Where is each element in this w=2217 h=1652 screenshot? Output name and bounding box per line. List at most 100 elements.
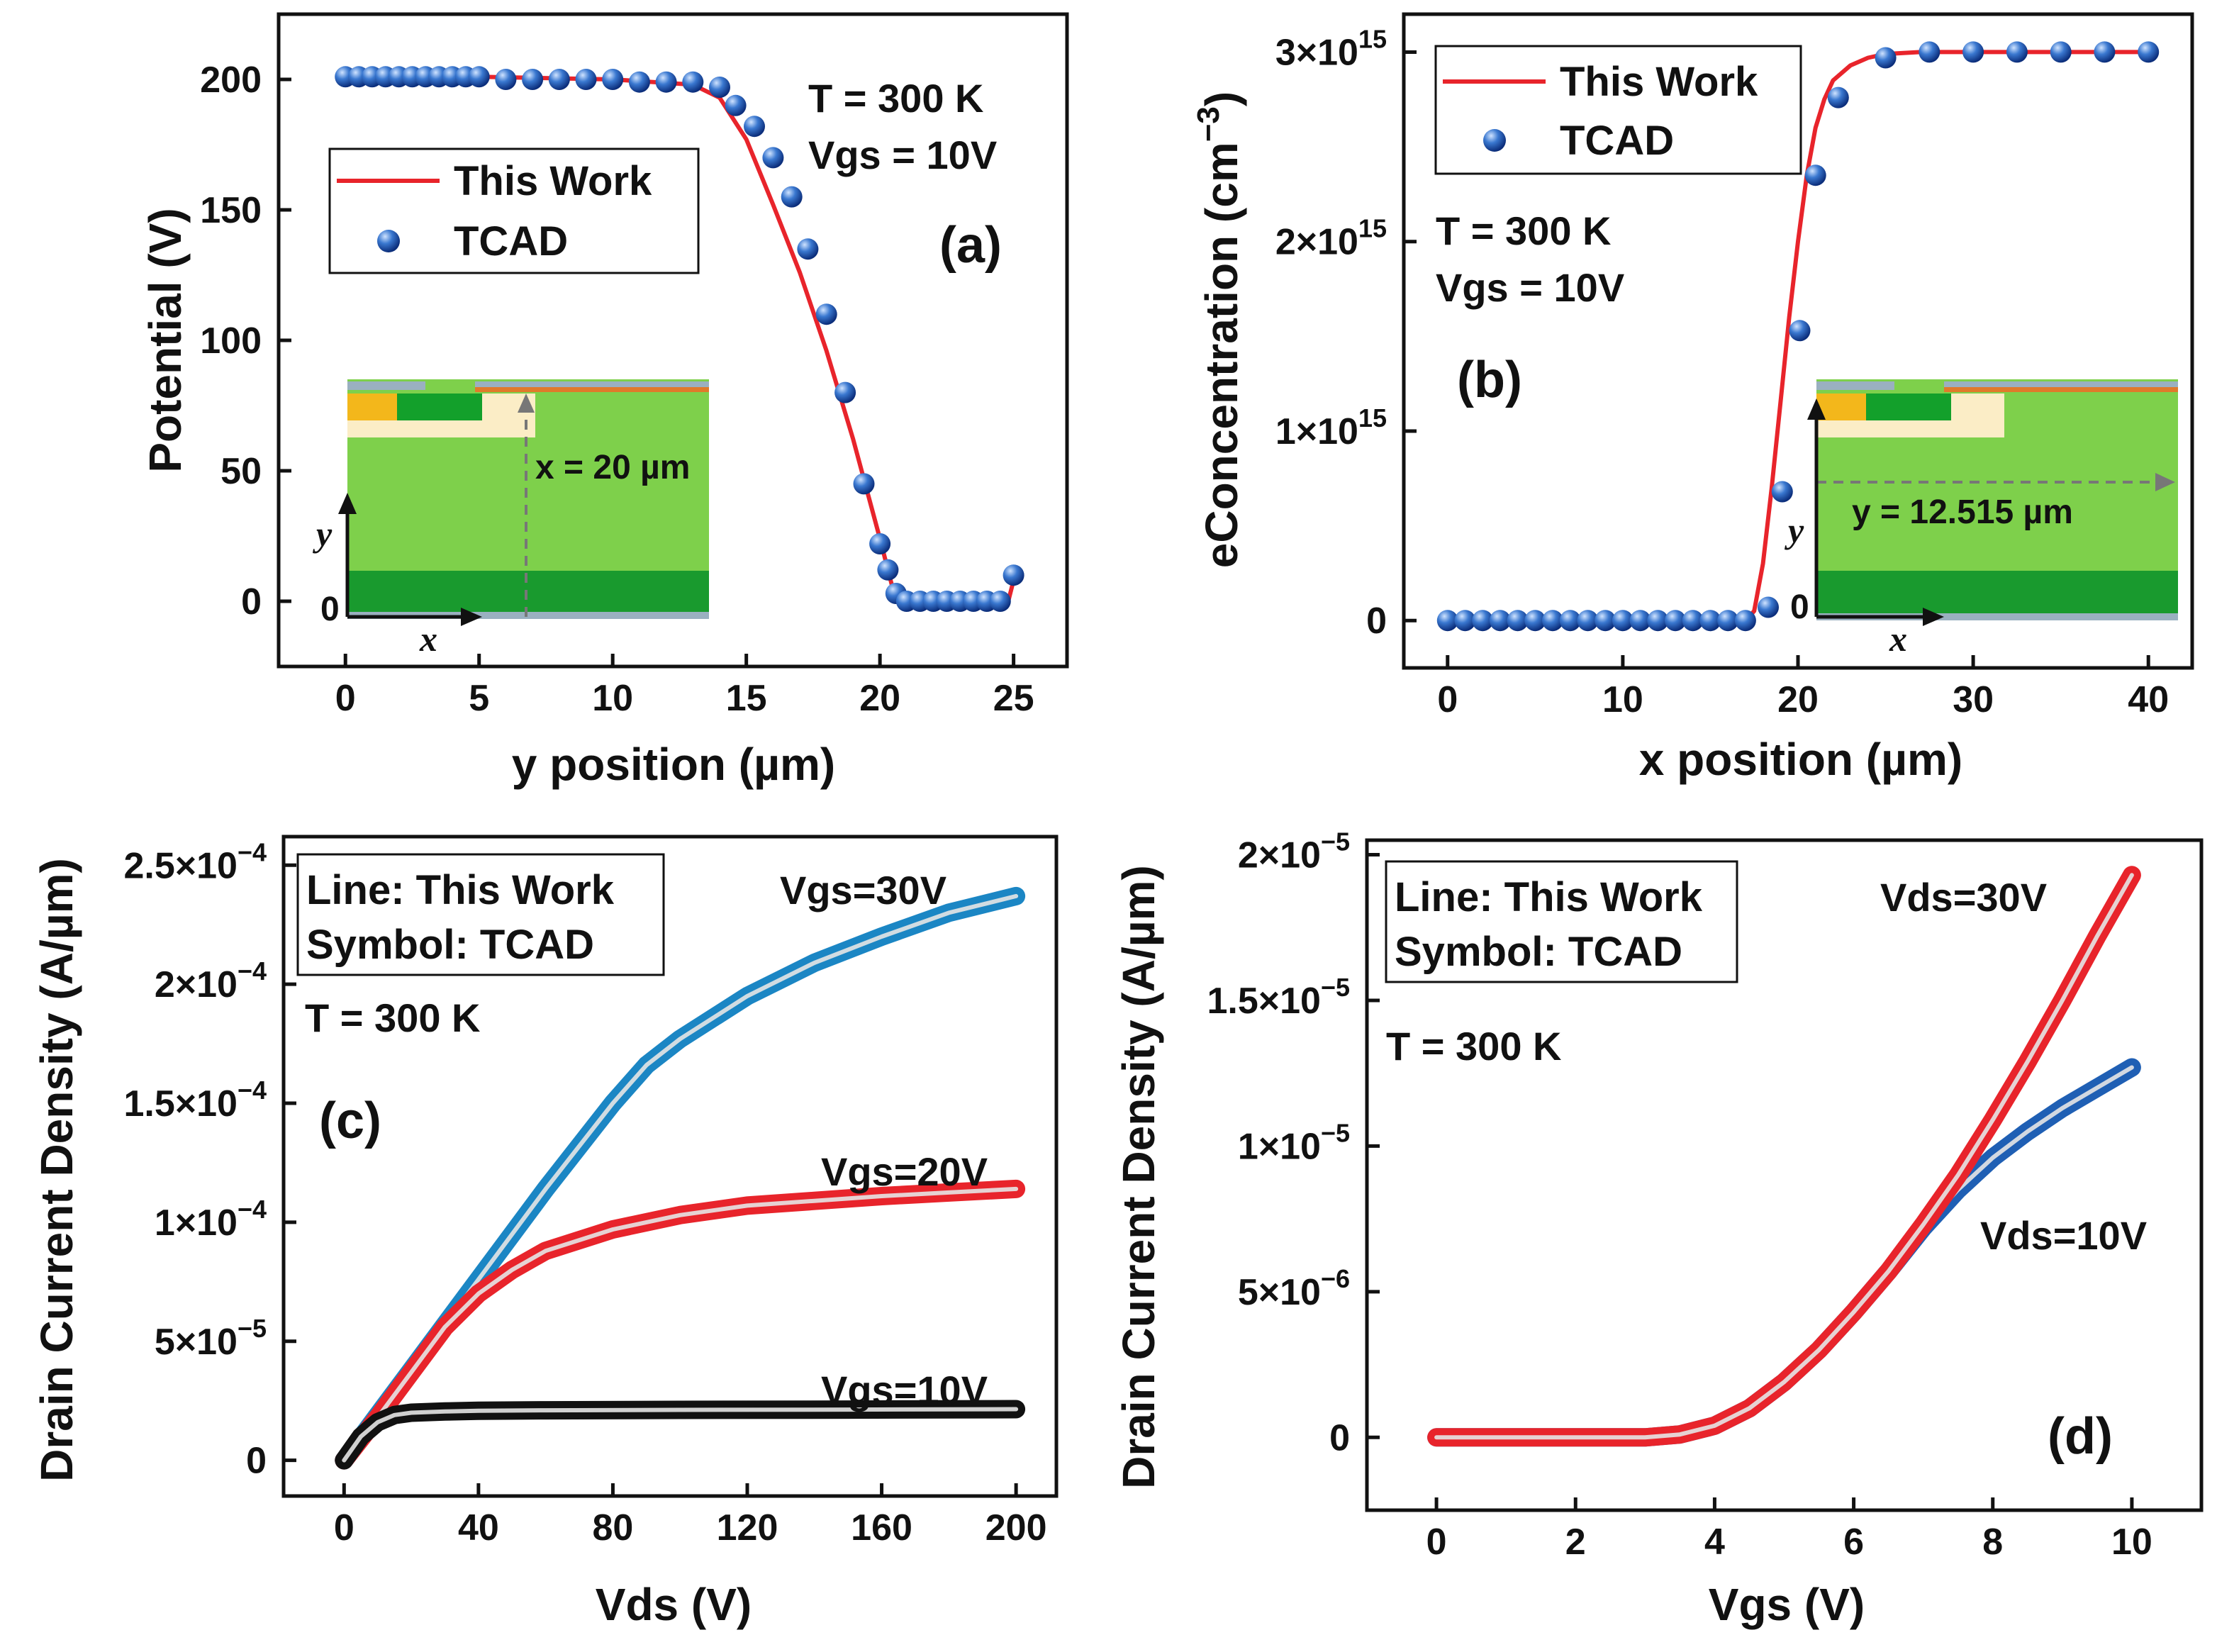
plot-a-temp: T = 300 K xyxy=(808,76,983,121)
inset-a-origin: 0 xyxy=(320,591,340,628)
plot-a-vgs: Vgs = 10V xyxy=(808,133,997,177)
plot-c-legend-line-text: Line: This Work xyxy=(306,867,615,913)
plot-b-xtick-label: 30 xyxy=(1953,679,1994,720)
inset-a-contact-region xyxy=(347,394,397,420)
inset-a-gate-oxide xyxy=(475,387,709,392)
inset-b-y-label: y xyxy=(1785,510,1804,550)
inset-b-x-arrow xyxy=(1923,608,1944,626)
plot-a-tcad-point xyxy=(877,559,899,581)
plot-b-tcad-point xyxy=(2050,41,2072,63)
plot-a-inset-device: y x 0 x = 20 µm xyxy=(313,379,709,659)
svg-text:eConcentration (cm−3): eConcentration (cm−3) xyxy=(1191,91,1247,568)
plot-a-tcad-point xyxy=(575,69,597,90)
plot-d-ylabel: Drain Current Density (A/µm) xyxy=(1113,865,1164,1489)
plot-a-ytick-label: 50 xyxy=(220,451,262,492)
inset-b-cutline-arrow xyxy=(2155,473,2175,491)
plot-c-panel-label: (c) xyxy=(319,1093,381,1149)
plot-b-temp: T = 300 K xyxy=(1436,208,1611,253)
plot-c-ytick-label: 2×10−4 xyxy=(155,956,267,1005)
plot-a-ylabel: Potential (V) xyxy=(140,208,191,472)
plot-b-legend-marker xyxy=(1483,129,1506,152)
plot-b-xlabel: x position (µm) xyxy=(1639,734,1962,785)
plot-c-xtick-label: 80 xyxy=(593,1507,634,1548)
inset-a-y-arrow xyxy=(338,493,357,514)
plot-b-legend: This Work TCAD xyxy=(1434,45,1802,175)
plot-b-tcad-point xyxy=(2006,41,2028,63)
plot-a-tcad-point xyxy=(709,77,730,98)
plot-a-legend-box xyxy=(328,147,700,274)
plot-b-tcad-point xyxy=(1629,610,1651,632)
plot-b-inset-device: y x 0 y = 12.515 µm xyxy=(1785,379,2178,659)
plot-a-tcad-point xyxy=(725,94,747,116)
inset-b-gate-oxide xyxy=(1944,387,2178,392)
plot-a-tcad-point xyxy=(522,69,544,90)
plot-d-legend: Line: This Work Symbol: TCAD xyxy=(1385,860,1738,983)
inset-b-y-arrow xyxy=(1807,398,1826,420)
plot-c-ytick-label: 1×10−4 xyxy=(155,1195,267,1244)
plot-b-tcad-point xyxy=(1875,47,1897,69)
panel-d: 0 2 4 6 8 10 0 5×10−6 1×10−5 1.5×10−5 2×10−5 Vgs (… xyxy=(1113,827,2204,1630)
plot-b-ticks: 0 10 20 30 40 0 1×1015 2×1015 3×1015 xyxy=(1275,24,2169,720)
inset-b-contact-region xyxy=(1816,394,1866,420)
plot-b-ytick-label: 3×1015 xyxy=(1275,24,1387,73)
plot-d-data xyxy=(1427,866,2141,1447)
inset-a-body-region xyxy=(397,394,482,420)
plot-b-legend-marker-label: TCAD xyxy=(1560,118,1674,164)
plot-c-ytick-label: 1.5×10−4 xyxy=(123,1076,267,1124)
plot-b-tcad-point xyxy=(1454,610,1476,632)
plot-b-ytick-label: 1×1015 xyxy=(1275,403,1387,452)
plot-a-tcad-point xyxy=(989,591,1011,612)
plot-d-xlabel: Vgs (V) xyxy=(1709,1579,1865,1630)
plot-a-tcad-point xyxy=(762,147,784,169)
plot-a-tcad-point xyxy=(628,71,650,93)
plot-c-legend-box xyxy=(296,853,665,976)
inset-b-source-metal xyxy=(1816,381,1894,390)
plot-b-ylabel-sup: −3 xyxy=(1191,106,1226,142)
plot-a-tcad-point xyxy=(834,381,856,403)
plot-b-tcad-point xyxy=(1489,610,1511,632)
plot-a-data xyxy=(335,66,1024,612)
plot-a-legend-marker-label: TCAD xyxy=(454,218,568,264)
plot-a-xtick-label: 20 xyxy=(859,678,900,719)
plot-b-tcad-point xyxy=(1804,164,1826,186)
plot-a-ytick-label: 100 xyxy=(200,320,262,362)
plot-b-tcad-point xyxy=(1827,86,1849,108)
inset-a-source-metal xyxy=(347,381,425,390)
plot-c-line-vgs-10v xyxy=(342,1407,1019,1463)
plot-a-tcad-point xyxy=(682,71,704,93)
plot-a-xlabel: y position (µm) xyxy=(512,739,835,790)
inset-b-gate-metal xyxy=(1944,381,2178,387)
plot-d-line-vds-30v xyxy=(1434,873,2134,1440)
inset-a-gate-metal xyxy=(475,381,709,387)
plot-b-tcad-point xyxy=(1919,41,1940,63)
plot-a-legend: This Work TCAD xyxy=(328,147,700,274)
plot-a-tcad-point xyxy=(744,116,765,138)
plot-c-data xyxy=(335,886,1026,1470)
inset-b-cutline-label: y = 12.515 µm xyxy=(1852,493,2073,531)
plot-a-xtick-label: 5 xyxy=(469,678,489,719)
plot-b-tcad-point xyxy=(1472,610,1494,632)
plot-a-tcad-point xyxy=(495,69,517,90)
plot-b-ytick-label: 2×1015 xyxy=(1275,214,1387,263)
plot-d-legend-symbol-text: Symbol: TCAD xyxy=(1395,929,1682,975)
plot-d-ytick-label: 1.5×10−5 xyxy=(1207,973,1350,1022)
plot-d-frame xyxy=(1365,838,2204,1512)
plot-b-ylabel-main: eConcentration (cm xyxy=(1196,142,1247,568)
plot-b-ylabel: eConcentration (cm−3) xyxy=(1191,91,1247,568)
plot-b-tcad-point xyxy=(1595,610,1616,632)
plot-b-data xyxy=(1436,41,2160,632)
plot-c-xtick-label: 200 xyxy=(985,1507,1047,1548)
plot-a-ticks: 0 5 10 15 20 25 0 50 100 150 200 xyxy=(200,60,1034,719)
inset-a-x-label: x xyxy=(419,619,437,659)
plot-d-xtick-label: 6 xyxy=(1843,1522,1864,1563)
plot-d-xtick-label: 2 xyxy=(1565,1522,1586,1563)
plot-a-xtick-label: 0 xyxy=(335,678,356,719)
plot-b-ylabel-end: ) xyxy=(1196,91,1247,106)
plot-a-tcad-point xyxy=(468,66,490,88)
plot-a-tcad-point xyxy=(548,69,570,90)
plot-a-tcad-point xyxy=(781,186,803,208)
plot-d-ytick-label: 1×10−5 xyxy=(1238,1118,1350,1167)
plot-c-series-label-10v: Vgs=10V xyxy=(821,1368,988,1412)
plot-b-tcad-point xyxy=(1758,596,1779,618)
plot-b-tcad-point xyxy=(1699,610,1721,632)
